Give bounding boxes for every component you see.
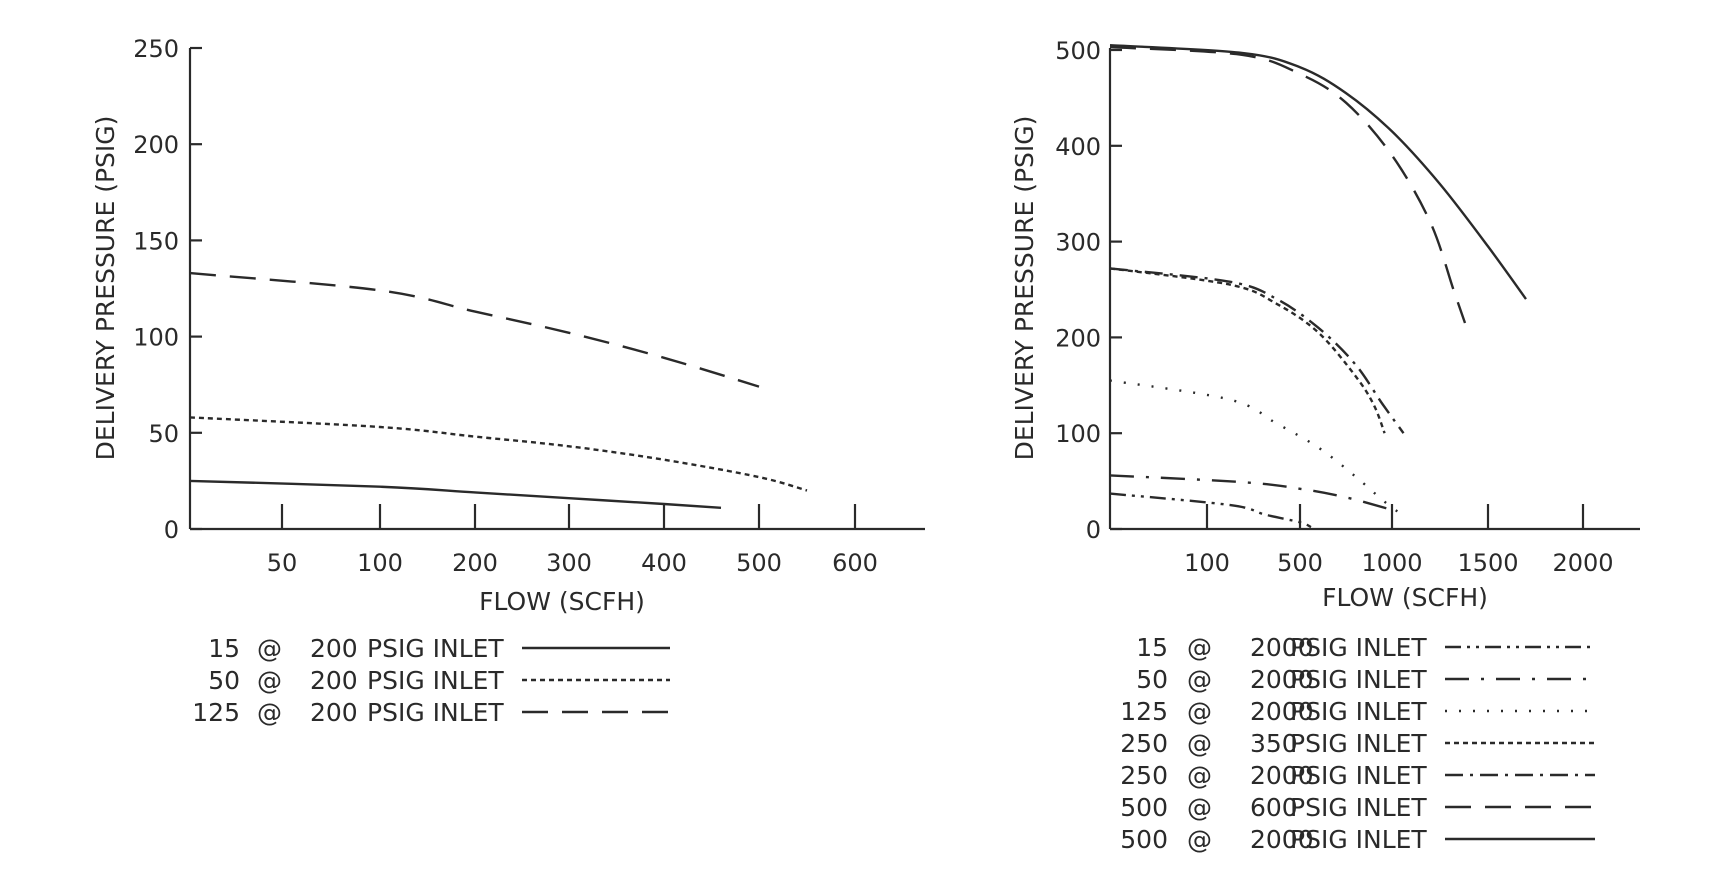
x-tick-label: 300 xyxy=(546,549,592,577)
legend-entry-value: 15 xyxy=(208,634,240,663)
legend-entry-value: 125 xyxy=(192,698,240,727)
legend-entry-value: 250 xyxy=(1120,729,1168,758)
series-line xyxy=(189,271,760,388)
x-tick-label: 100 xyxy=(357,549,403,577)
series-line xyxy=(1109,267,1405,434)
legend-entry-at: @ xyxy=(1187,665,1212,694)
series-line xyxy=(1109,45,1467,324)
series-line xyxy=(1109,267,1386,434)
x-tick-label: 500 xyxy=(736,549,782,577)
x-tick-label: 1500 xyxy=(1457,549,1518,577)
chart-right: 0 100 200 300 400 500 100 500 1000 1500 2000 FLOW (… xyxy=(1010,37,1640,854)
legend-entry-inlet-pressure: 2000 xyxy=(1250,761,1314,790)
series-line xyxy=(1109,492,1312,529)
legend-entry-label: PSIG INLET xyxy=(1290,665,1427,694)
series-line xyxy=(189,479,722,509)
y-tick-label: 500 xyxy=(1055,37,1101,65)
legend-entry-at: @ xyxy=(1187,825,1212,854)
legend-entry-label: PSIG INLET xyxy=(1290,697,1427,726)
legend-entry-at: @ xyxy=(1187,793,1212,822)
legend-entry-at: @ xyxy=(1187,633,1212,662)
legend-entry-inlet-pressure: 2000 xyxy=(1250,697,1314,726)
y-tick-label: 200 xyxy=(133,131,179,159)
legend-entry-value: 500 xyxy=(1120,825,1168,854)
x-tick-label: 400 xyxy=(641,549,687,577)
legend-entry-at: @ xyxy=(1187,729,1212,758)
legend-entry-label: PSIG INLET xyxy=(367,634,504,663)
legend-entry-inlet-pressure: 600 xyxy=(1250,793,1298,822)
chart-left: 0 50 100 150 200 250 50 100 200 300 400 500 600 FLOW … xyxy=(91,35,925,727)
y-tick-label: 300 xyxy=(1055,229,1101,257)
y-tick-label: 50 xyxy=(148,420,179,448)
y-tick-label: 100 xyxy=(1055,420,1101,448)
legend-entry-inlet-pressure: 2000 xyxy=(1250,633,1314,662)
legend-entry-inlet-pressure: 200 xyxy=(310,634,358,663)
x-tick-label: 2000 xyxy=(1552,549,1613,577)
legend-entry-value: 500 xyxy=(1120,793,1168,822)
legend-entry-value: 15 xyxy=(1136,633,1168,662)
y-tick-label: 250 xyxy=(133,35,179,63)
legend-entry-label: PSIG INLET xyxy=(1290,761,1427,790)
y-tick-label: 0 xyxy=(1086,516,1101,544)
legend-entry-inlet-pressure: 2000 xyxy=(1250,825,1314,854)
legend-entry-label: PSIG INLET xyxy=(367,666,504,695)
legend-entry-at: @ xyxy=(1187,761,1212,790)
legend-entry-value: 125 xyxy=(1120,697,1168,726)
legend-entry-label: PSIG INLET xyxy=(1290,793,1427,822)
legend-entry-label: PSIG INLET xyxy=(1290,633,1427,662)
x-axis-title: FLOW (SCFH) xyxy=(1322,583,1488,612)
legend-entry-value: 50 xyxy=(1136,665,1168,694)
legend-entry-label: PSIG INLET xyxy=(367,698,504,727)
legend-entry-at: @ xyxy=(257,666,282,695)
y-tick-label: 100 xyxy=(133,324,179,352)
legend-entry-value: 250 xyxy=(1120,761,1168,790)
y-tick-label: 400 xyxy=(1055,133,1101,161)
y-tick-label: 200 xyxy=(1055,324,1101,352)
series-line xyxy=(1109,379,1403,516)
y-axis-title: DELIVERY PRESSURE (PSIG) xyxy=(1010,116,1039,461)
x-axis-title: FLOW (SCFH) xyxy=(479,587,645,616)
x-tick-label: 500 xyxy=(1277,549,1323,577)
legend-entry-inlet-pressure: 200 xyxy=(310,698,358,727)
series-line xyxy=(189,416,808,492)
x-tick-label: 50 xyxy=(267,549,298,577)
x-tick-label: 600 xyxy=(832,549,878,577)
legend-entry-inlet-pressure: 350 xyxy=(1250,729,1298,758)
series-line xyxy=(1109,44,1527,300)
legend-entry-inlet-pressure: 2000 xyxy=(1250,665,1314,694)
x-tick-label: 200 xyxy=(452,549,498,577)
y-tick-label: 150 xyxy=(133,227,179,255)
y-axis-title: DELIVERY PRESSURE (PSIG) xyxy=(91,116,120,461)
x-tick-label: 100 xyxy=(1184,549,1230,577)
series-line xyxy=(1109,474,1393,511)
x-tick-label: 1000 xyxy=(1361,549,1422,577)
y-tick-label: 0 xyxy=(164,516,179,544)
legend-entry-inlet-pressure: 200 xyxy=(310,666,358,695)
legend-entry-value: 50 xyxy=(208,666,240,695)
legend-entry-label: PSIG INLET xyxy=(1290,825,1427,854)
legend-entry-label: PSIG INLET xyxy=(1290,729,1427,758)
legend-entry-at: @ xyxy=(257,698,282,727)
legend-entry-at: @ xyxy=(257,634,282,663)
legend-entry-at: @ xyxy=(1187,697,1212,726)
